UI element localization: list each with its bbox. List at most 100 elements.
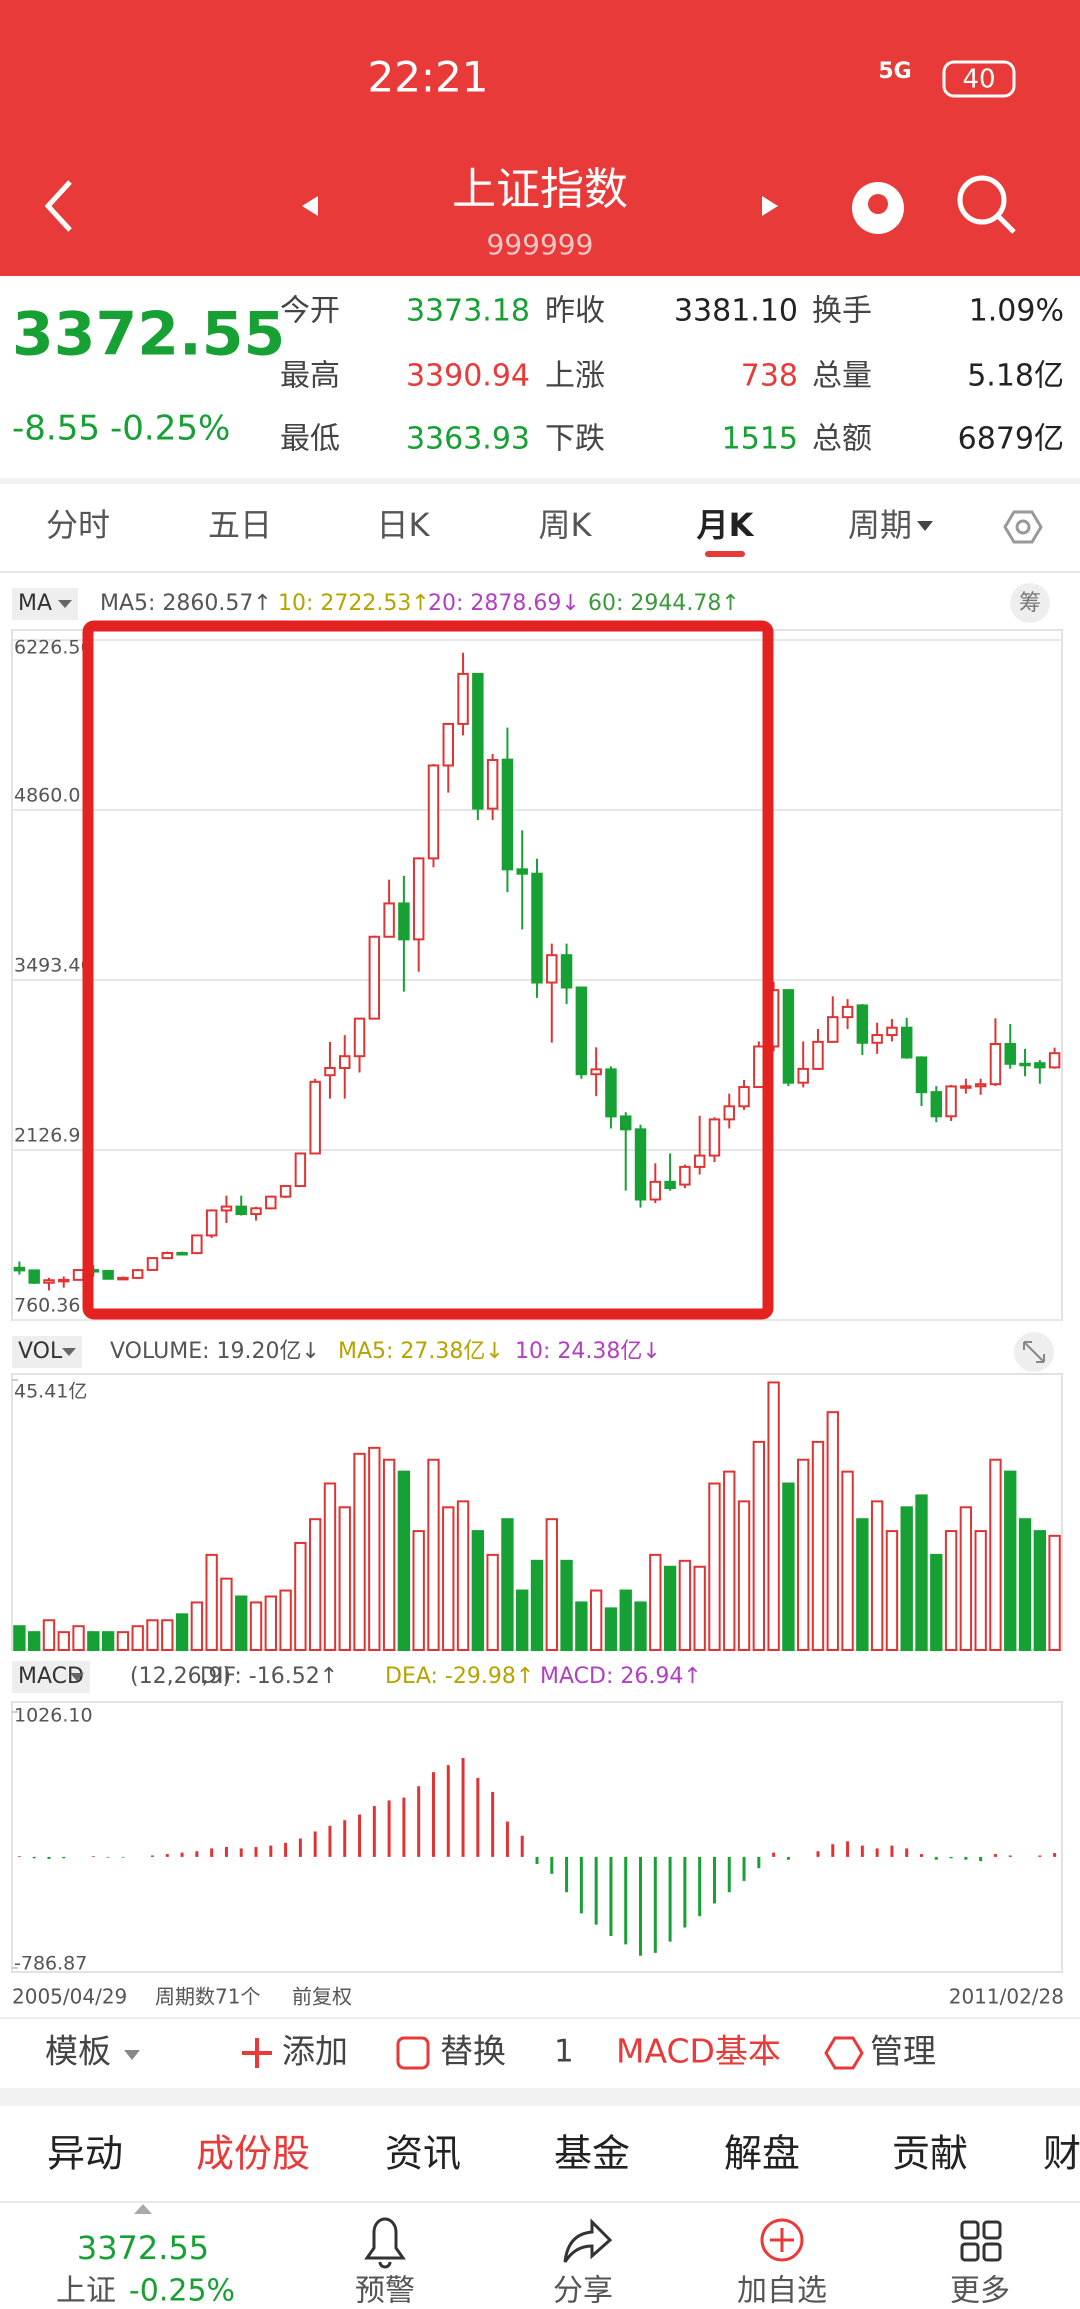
- bottom-action[interactable]: 加自选: [737, 2274, 827, 2309]
- info-tab[interactable]: 财: [1043, 2132, 1080, 2176]
- volume-bar: [767, 1381, 780, 1651]
- indicator-name[interactable]: VOL: [18, 1339, 63, 1364]
- candle-body: [634, 1128, 647, 1201]
- volume-bar: [264, 1595, 277, 1651]
- volume-bar: [826, 1411, 839, 1651]
- bottom-action[interactable]: 更多: [950, 2274, 1010, 2309]
- template-dropdown: [124, 2050, 140, 2060]
- quote-field-label: 上涨: [545, 359, 605, 394]
- period-tab[interactable]: 五日: [208, 506, 272, 544]
- candle-body: [13, 1266, 26, 1272]
- volume-bar: [619, 1589, 632, 1652]
- quote-field-label: 今开: [280, 294, 340, 329]
- candle-body: [1034, 1062, 1046, 1069]
- indicator-template[interactable]: MACD基本: [616, 2032, 781, 2071]
- period-dropdown[interactable]: [917, 521, 933, 531]
- candle-body: [102, 1269, 114, 1280]
- candle-body: [590, 1068, 602, 1076]
- candle-body: [679, 1165, 691, 1186]
- add-button[interactable]: 添加: [282, 2032, 348, 2071]
- volume-bar: [1018, 1518, 1032, 1651]
- volume-bar: [1033, 1530, 1046, 1652]
- volume-bar: [885, 1530, 899, 1652]
- info-tab[interactable]: 解盘: [724, 2132, 800, 2176]
- next-index[interactable]: [762, 196, 778, 216]
- bottom-action[interactable]: 预警: [355, 2274, 415, 2309]
- info-tab[interactable]: 基金: [554, 2132, 630, 2176]
- candle-body: [841, 1005, 854, 1019]
- volume-bar: [723, 1470, 736, 1652]
- info-tab[interactable]: 贡献: [892, 2132, 968, 2176]
- volume-bar: [530, 1559, 544, 1652]
- manage-button[interactable]: 管理: [870, 2032, 936, 2071]
- volume-bar: [205, 1553, 218, 1652]
- indicator-legend: MA5: 2860.57↑: [100, 591, 272, 616]
- quote-field-label: 换手: [812, 294, 872, 329]
- volume-bar: [308, 1518, 322, 1651]
- y-tick-label: 45.41亿: [14, 1381, 87, 1403]
- back-button[interactable]: [44, 180, 72, 232]
- volume-bar: [604, 1607, 618, 1652]
- period-tab[interactable]: 周K: [539, 506, 593, 544]
- replace-button[interactable]: 替换: [440, 2032, 506, 2071]
- period-tab[interactable]: 周期: [848, 506, 912, 544]
- mascot-eye: [868, 194, 888, 214]
- volume-bar: [870, 1500, 884, 1652]
- candle-body: [161, 1251, 174, 1260]
- quote-field-value: 3390.94: [406, 359, 530, 394]
- indicator-name[interactable]: MACD: [18, 1664, 84, 1689]
- bottom-name: 上证: [56, 2274, 116, 2309]
- header-code: 999999: [487, 228, 594, 261]
- candle-body: [205, 1209, 218, 1237]
- candle-body: [531, 872, 543, 984]
- bottom-action[interactable]: 分享: [553, 2274, 613, 2309]
- y-tick-label: -786.87: [14, 1953, 87, 1975]
- prev-index[interactable]: [302, 196, 318, 216]
- candle-body: [117, 1276, 129, 1281]
- replace-icon: [396, 2036, 430, 2070]
- expand-arrow: [134, 2204, 152, 2214]
- candle-body: [176, 1251, 188, 1256]
- y-tick-label: 2126.91: [14, 1125, 93, 1147]
- indicator-legend: 20: 2878.69↓: [428, 591, 580, 616]
- volume-bar: [87, 1631, 100, 1651]
- settings-icon[interactable]: [1003, 510, 1043, 544]
- divider: [0, 478, 1080, 484]
- watchlist-icon: [760, 2218, 804, 2262]
- volume-bar: [930, 1553, 943, 1652]
- period-tab[interactable]: 分时: [46, 506, 110, 544]
- volume-bar: [663, 1565, 677, 1651]
- volume-bar: [752, 1440, 766, 1652]
- candle-body: [1048, 1052, 1061, 1069]
- indicator-name[interactable]: MA: [18, 591, 52, 616]
- search-icon[interactable]: [957, 175, 1007, 225]
- period-tab[interactable]: 月K: [697, 506, 755, 544]
- candle-body: [398, 902, 410, 941]
- volume-bar: [1004, 1470, 1017, 1652]
- y-tick-label: 760.36: [14, 1295, 80, 1317]
- period-tab[interactable]: 日K: [377, 506, 431, 544]
- chip-button-label: 筹: [1019, 591, 1041, 616]
- info-tab[interactable]: 异动: [47, 2132, 123, 2176]
- info-tab[interactable]: 成份股: [196, 2132, 310, 2176]
- volume-bar: [471, 1530, 485, 1652]
- volume-bar: [693, 1565, 706, 1651]
- indicator-dropdown: [70, 1673, 84, 1681]
- chip-button[interactable]: [1010, 583, 1050, 623]
- volume-bar: [649, 1553, 662, 1652]
- candle-body: [930, 1091, 943, 1118]
- template-button[interactable]: 模板: [45, 2032, 111, 2071]
- indicator-legend: 10: 24.38亿↓: [515, 1339, 661, 1364]
- candle-body: [753, 1045, 765, 1089]
- candle-body: [442, 722, 455, 767]
- candle-body: [723, 1105, 735, 1121]
- candle-body: [605, 1068, 617, 1118]
- volume-bar: [294, 1541, 307, 1651]
- y-tick-label: 6226.56: [14, 637, 93, 659]
- status-network: 5G: [878, 59, 911, 84]
- info-tab[interactable]: 资讯: [385, 2132, 461, 2176]
- candle-body: [960, 1085, 972, 1089]
- candle-body: [146, 1257, 159, 1271]
- quote-field-value: 1515: [722, 422, 798, 457]
